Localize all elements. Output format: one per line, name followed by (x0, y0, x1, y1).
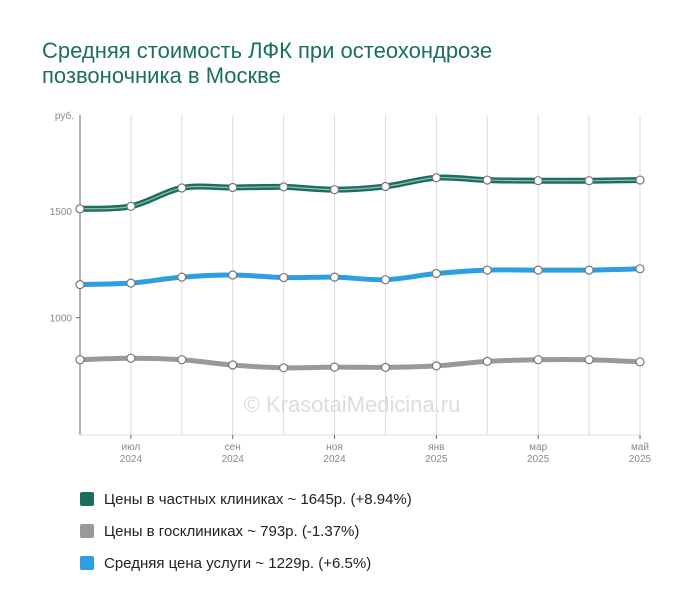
series-public-point (533, 355, 543, 365)
series-public-point (126, 353, 136, 363)
series-average-point (635, 264, 645, 274)
x-tick-label-year: 2025 (629, 454, 652, 465)
series-average-point (482, 265, 492, 275)
chart-title-line-2: позвоночника в Москве (42, 63, 281, 88)
legend-swatch-public (80, 524, 94, 538)
legend-swatch-private (80, 492, 94, 506)
series-public-point (482, 356, 492, 366)
y-tick-label: 1500 (50, 207, 73, 218)
x-tick-label-year: 2024 (120, 454, 143, 465)
series-average-point (126, 278, 136, 288)
series-public-point (380, 362, 391, 372)
x-tick-label-year: 2024 (222, 454, 245, 465)
series-average-point (431, 268, 441, 279)
legend-item-private[interactable]: Цены в частных клиниках ~ 1645р. (+8.94%… (80, 483, 412, 515)
series-private-point (584, 176, 594, 186)
x-tick-label-month: ноя (326, 442, 343, 453)
series-average-point (380, 275, 391, 285)
series-average-line (77, 266, 643, 288)
series-public-point (584, 355, 594, 365)
series-average-point (228, 270, 238, 280)
chart-title-line-1: Средняя стоимость ЛФК при остеохондрозе (42, 38, 493, 63)
series-average-point (329, 272, 340, 282)
series-public-line (77, 355, 643, 371)
x-tick-label-month: июл (122, 442, 141, 453)
series-private-point (329, 185, 340, 195)
series-private-point (75, 204, 85, 214)
chart-legend: Цены в частных клиниках ~ 1645р. (+8.94%… (80, 483, 412, 579)
legend-label-average: Средняя цена услуги ~ 1229р. (+6.5%) (104, 554, 372, 572)
watermark-text: © KrasotaiMedicina.ru (244, 392, 461, 417)
series-public-point (635, 357, 645, 367)
series-public-point (279, 363, 289, 373)
series-private-point (431, 173, 441, 183)
series-public-point (75, 355, 85, 365)
legend-swatch-average (80, 556, 94, 570)
series-public-point (431, 361, 441, 371)
series-private-point (482, 175, 492, 185)
x-tick-label-year: 2025 (425, 454, 448, 465)
y-tick-label: 1000 (50, 314, 73, 325)
x-tick-label-month: сен (225, 442, 241, 453)
x-tick-label-month: май (631, 442, 649, 453)
x-tick-label-year: 2025 (527, 454, 550, 465)
y-axis-unit-label: руб. (55, 110, 74, 122)
series-private-point (533, 176, 543, 186)
series-private-point (177, 183, 187, 193)
series-average-point (177, 272, 187, 282)
series-private-point (380, 181, 391, 192)
x-tick-label-year: 2024 (323, 454, 346, 465)
legend-label-public: Цены в госклиниках ~ 793р. (-1.37%) (104, 522, 360, 540)
series-public-point (228, 360, 238, 370)
series-public-point (177, 355, 187, 365)
series-average-point (584, 265, 594, 275)
chart-title: Средняя стоимость ЛФК при остеохондрозе … (42, 38, 662, 88)
legend-item-public[interactable]: Цены в госклиниках ~ 793р. (-1.37%) (80, 515, 412, 547)
series-public-point (329, 362, 340, 372)
series-private-point (635, 175, 645, 185)
legend-item-average[interactable]: Средняя цена услуги ~ 1229р. (+6.5%) (80, 547, 412, 579)
series-private-point (126, 201, 136, 211)
series-average-point (279, 272, 289, 283)
series-average-point (533, 265, 543, 275)
legend-label-private: Цены в частных клиниках ~ 1645р. (+8.94%… (104, 490, 412, 508)
series-private-point (228, 182, 238, 193)
series-average-point (75, 280, 85, 290)
x-tick-label-month: мар (529, 442, 547, 453)
series-private-point (279, 182, 289, 192)
x-tick-label-month: янв (428, 442, 444, 453)
